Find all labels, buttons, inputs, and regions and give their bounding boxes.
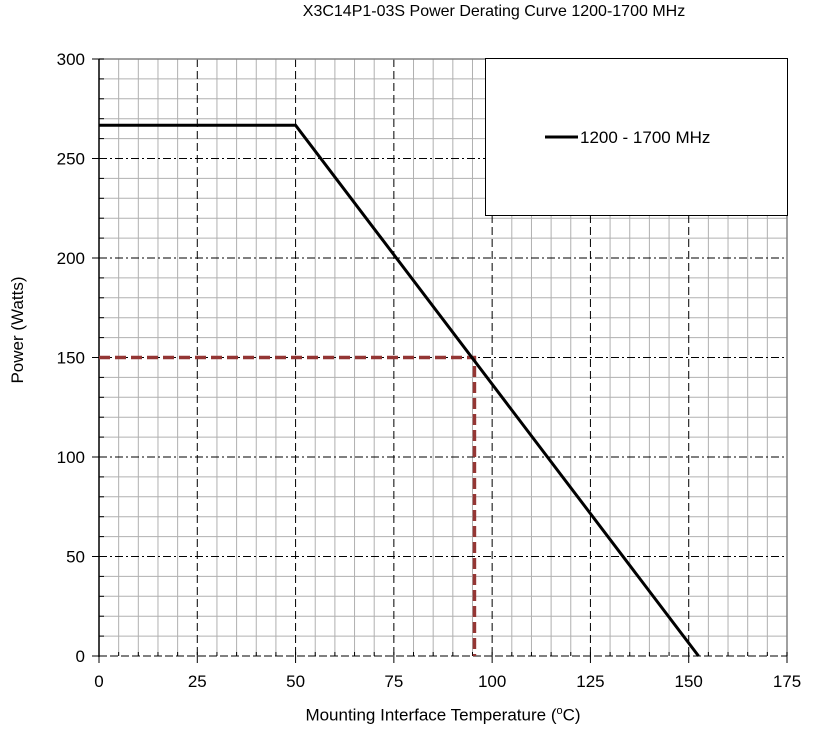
guide-dashed-line xyxy=(99,355,477,656)
legend-label: 1200 - 1700 MHz xyxy=(580,128,710,147)
series-line xyxy=(99,123,700,657)
x-tick-label: 175 xyxy=(773,672,801,691)
y-tick-label: 0 xyxy=(76,647,85,666)
y-tick-label: 150 xyxy=(57,349,85,368)
legend-box xyxy=(485,58,788,216)
y-tick-label: 250 xyxy=(57,150,85,169)
y-tick-label: 100 xyxy=(57,448,85,467)
degree-sup: o xyxy=(556,705,563,717)
x-tick-label: 0 xyxy=(94,672,103,691)
x-axis-label-text: Mounting Interface Temperature ( xyxy=(305,705,557,725)
y-tick-label: 50 xyxy=(66,548,85,567)
x-tick-label: 75 xyxy=(384,672,403,691)
x-axis-label: Mounting Interface Temperature (oC) xyxy=(99,705,787,726)
x-tick-label: 100 xyxy=(478,672,506,691)
chart-title: X3C14P1-03S Power Derating Curve 1200-17… xyxy=(302,3,686,20)
x-tick-label: 25 xyxy=(188,672,207,691)
x-axis-label-unit: C) xyxy=(562,705,581,725)
x-tick-label: 50 xyxy=(286,672,305,691)
y-tick-label: 300 xyxy=(57,50,85,69)
x-tick-label: 125 xyxy=(576,672,604,691)
y-tick-label: 200 xyxy=(57,249,85,268)
x-tick-label: 150 xyxy=(675,672,703,691)
